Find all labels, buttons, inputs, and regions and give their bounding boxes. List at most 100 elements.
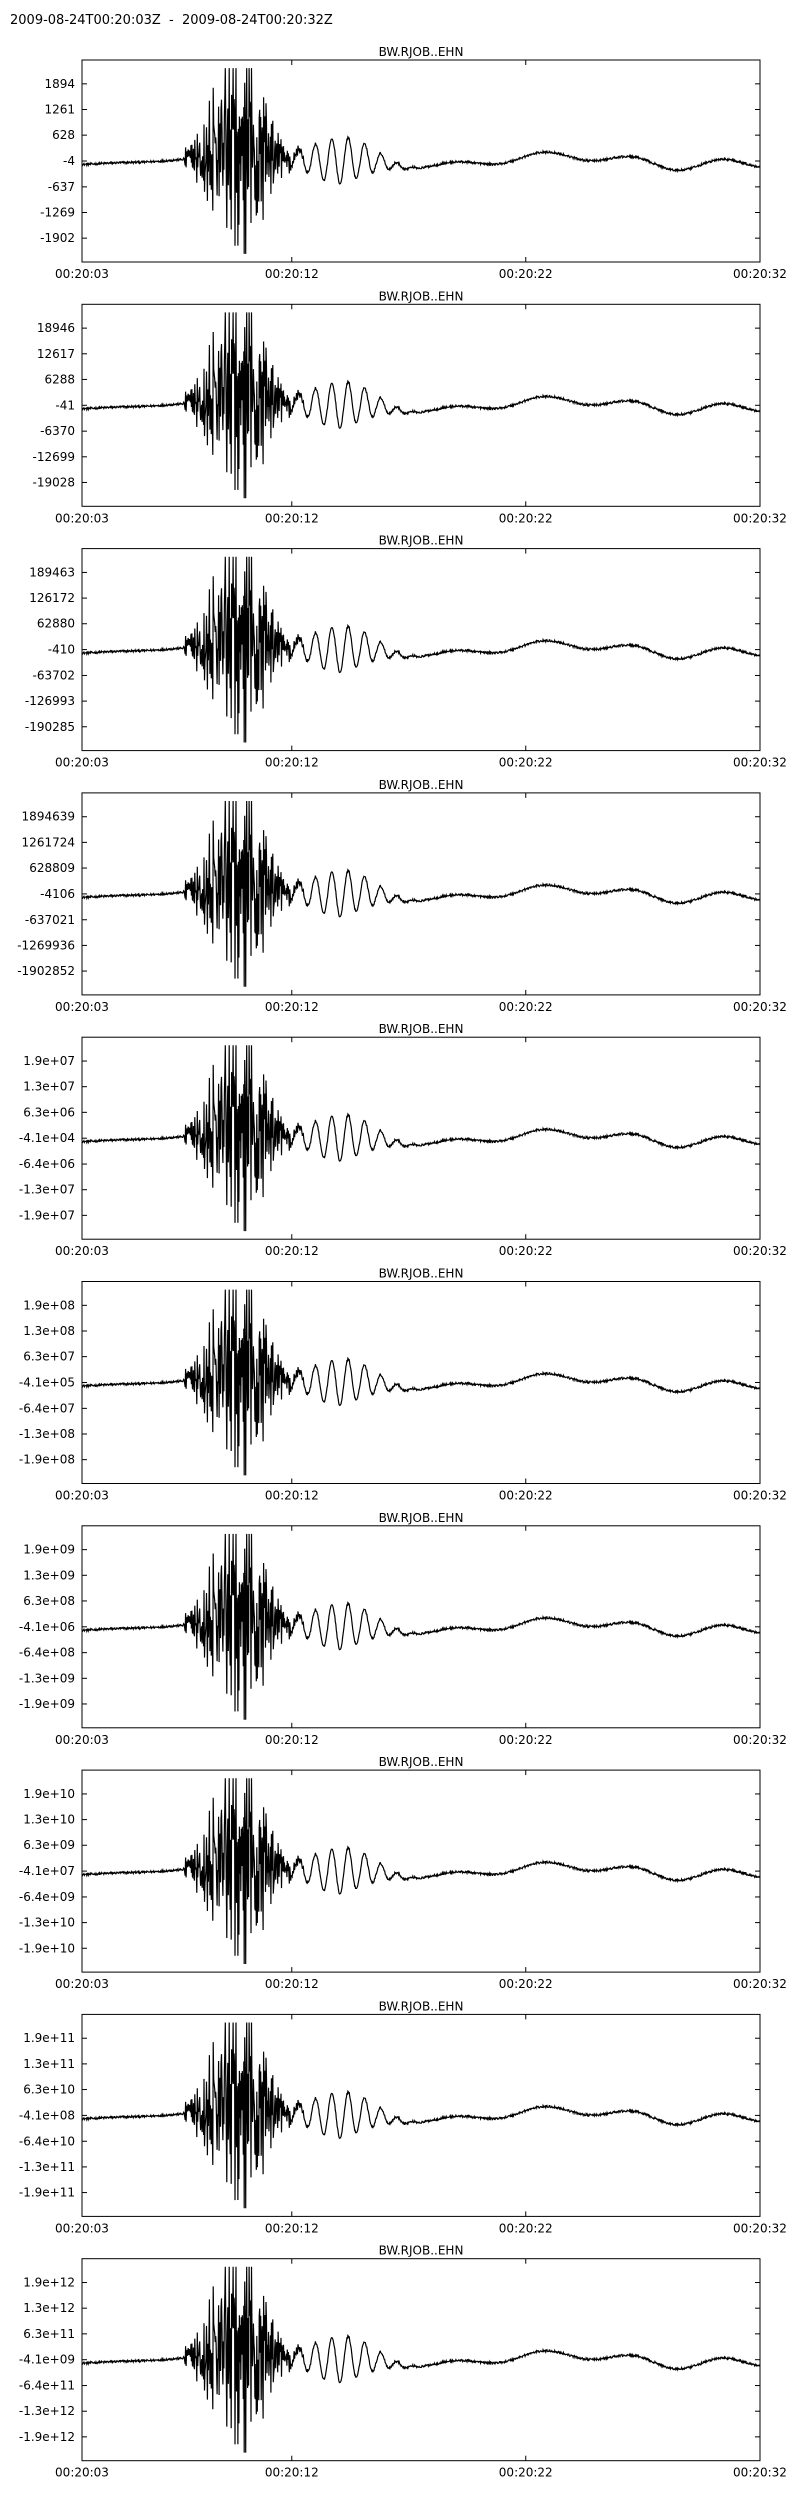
y-tick-label: -1.9e+10: [19, 1941, 75, 1955]
waveform-trace: [81, 1289, 761, 1476]
panel-title: BW.RJOB..EHN: [379, 778, 464, 792]
y-tick-label: -6.4e+11: [19, 2379, 75, 2393]
y-tick-label: -6.4e+08: [19, 1646, 75, 1660]
y-tick-label: 1.3e+10: [23, 1813, 75, 1827]
panel-title: BW.RJOB..EHN: [379, 1999, 464, 2013]
plot-frame: [81, 1036, 761, 1240]
y-tick-label: 1.3e+08: [23, 1324, 75, 1338]
plot-frame: [81, 303, 761, 507]
y-tick-label: 6288: [44, 372, 75, 386]
y-tick-label: -6.4e+09: [19, 1890, 75, 1904]
plot-frame: [81, 548, 761, 752]
waveform-trace: [81, 2022, 761, 2209]
x-tick-label: 00:20:03: [55, 1489, 109, 1503]
y-tick-label: 1.3e+07: [23, 1080, 75, 1094]
x-tick-label: 00:20:12: [265, 1000, 319, 1014]
x-tick-label: 00:20:22: [499, 2221, 553, 2235]
x-tick-label: 00:20:12: [265, 1977, 319, 1991]
plot-frame: [81, 1281, 761, 1484]
chart-panel: BW.RJOB..EHN 1.9e+07 1.3e+07 6.3e+06 -4.1e+0…: [19, 1022, 787, 1258]
chart-panel: BW.RJOB..EHN 1.9e+10 1.3e+10 6.3e+09 -4.1e+0…: [19, 1755, 787, 1991]
x-tick-label: 00:20:03: [55, 511, 109, 525]
panel-title: BW.RJOB..EHN: [379, 1267, 464, 1281]
y-tick-label: -1269936: [17, 938, 75, 952]
y-tick-label: -637: [48, 180, 75, 194]
y-tick-label: 1894639: [22, 810, 75, 824]
y-tick-label: -1.3e+12: [19, 2404, 75, 2418]
y-tick-label: 1261: [44, 102, 75, 116]
x-tick-label: 00:20:03: [55, 1244, 109, 1258]
waveform-trace: [81, 800, 761, 987]
y-tick-label: 1.3e+11: [23, 2057, 75, 2071]
x-tick-label: 00:20:03: [55, 1733, 109, 1747]
waveform-trace: [81, 1533, 761, 1720]
y-tick-label: -4.1e+04: [19, 1131, 75, 1145]
plot-frame: [81, 1769, 761, 1973]
y-tick-label: 189463: [29, 565, 75, 579]
chart-panel: BW.RJOB..EHN 1.9e+09 1.3e+09 6.3e+08 -4.1e+0…: [19, 1511, 787, 1747]
y-tick-label: 1.9e+07: [23, 1054, 75, 1068]
plot-frame: [81, 2013, 761, 2217]
x-tick-label: 00:20:32: [733, 2221, 787, 2235]
chart-panel: BW.RJOB..EHN 1.9e+11 1.3e+11 6.3e+10 -4.1e+0…: [19, 1999, 787, 2235]
y-tick-label: -4106: [40, 887, 75, 901]
y-tick-label: 1.3e+09: [23, 1568, 75, 1582]
y-tick-label: -1.9e+11: [19, 2186, 75, 2200]
y-tick-label: -1.9e+07: [19, 1208, 75, 1222]
x-tick-label: 00:20:12: [265, 1244, 319, 1258]
y-tick-label: -1.3e+09: [19, 1671, 75, 1685]
x-tick-label: 00:20:22: [499, 1733, 553, 1747]
x-tick-label: 00:20:12: [265, 511, 319, 525]
x-tick-label: 00:20:03: [55, 1000, 109, 1014]
y-tick-label: 18946: [37, 321, 75, 335]
y-tick-label: 6.3e+09: [23, 1838, 75, 1852]
x-tick-label: 00:20:32: [733, 1733, 787, 1747]
x-tick-label: 00:20:32: [733, 1977, 787, 1991]
chart-panel: BW.RJOB..EHN 1894 1261 628 -4 -637 -1269 -1902 0…: [40, 45, 787, 281]
panel-title: BW.RJOB..EHN: [379, 289, 464, 303]
y-tick-label: -1.3e+07: [19, 1183, 75, 1197]
y-tick-label: -1902852: [17, 964, 75, 978]
x-tick-label: 00:20:12: [265, 2221, 319, 2235]
waveform-trace: [81, 2266, 761, 2453]
x-tick-label: 00:20:32: [733, 267, 787, 281]
y-tick-label: -41: [55, 398, 75, 412]
waveform-trace: [81, 68, 761, 254]
y-tick-label: 1894: [44, 77, 75, 91]
chart-panel: BW.RJOB..EHN 18946 12617 6288 -41 -6370 -12699…: [32, 289, 786, 525]
y-tick-label: -4.1e+07: [19, 1864, 75, 1878]
y-tick-label: -1.3e+10: [19, 1916, 75, 1930]
y-tick-label: 6.3e+08: [23, 1594, 75, 1608]
y-tick-label: -6.4e+06: [19, 1157, 75, 1171]
y-tick-label: 6.3e+10: [23, 2083, 75, 2097]
page-title: 2009-08-24T00:20:03Z - 2009-08-24T00:20:…: [10, 13, 333, 28]
y-tick-label: -19028: [32, 475, 75, 489]
y-tick-label: 1.3e+12: [23, 2301, 75, 2315]
y-tick-label: 1.9e+12: [23, 2276, 75, 2290]
plot-frame: [81, 59, 761, 263]
x-tick-label: 00:20:22: [499, 1000, 553, 1014]
waveform-trace: [81, 1045, 761, 1232]
y-tick-label: -12699: [32, 450, 75, 464]
y-tick-label: -410: [48, 643, 75, 657]
x-tick-label: 00:20:12: [265, 1733, 319, 1747]
chart-panel: BW.RJOB..EHN 1894639 1261724 628809 -4106 -63…: [17, 778, 787, 1014]
x-tick-label: 00:20:22: [499, 1977, 553, 1991]
panel-title: BW.RJOB..EHN: [379, 2244, 464, 2258]
chart-panel: BW.RJOB..EHN 1.9e+12 1.3e+12 6.3e+11 -4.1e+0…: [19, 2244, 787, 2480]
y-tick-label: 12617: [37, 347, 75, 361]
y-tick-label: -126993: [25, 694, 75, 708]
x-tick-label: 00:20:03: [55, 756, 109, 770]
y-tick-label: 6.3e+11: [23, 2327, 75, 2341]
y-tick-label: -4.1e+06: [19, 1620, 75, 1634]
waveform-trace: [81, 1778, 761, 1965]
y-tick-label: -1.9e+09: [19, 1697, 75, 1711]
y-tick-label: 628: [52, 128, 75, 142]
x-tick-label: 00:20:32: [733, 756, 787, 770]
y-tick-label: 1.9e+11: [23, 2031, 75, 2045]
x-tick-label: 00:20:22: [499, 511, 553, 525]
x-tick-label: 00:20:22: [499, 1489, 553, 1503]
chart-panel: BW.RJOB..EHN 189463 126172 62880 -410 -63702 -…: [25, 534, 787, 770]
y-tick-label: 1.9e+08: [23, 1298, 75, 1312]
y-tick-label: -4: [63, 154, 75, 168]
